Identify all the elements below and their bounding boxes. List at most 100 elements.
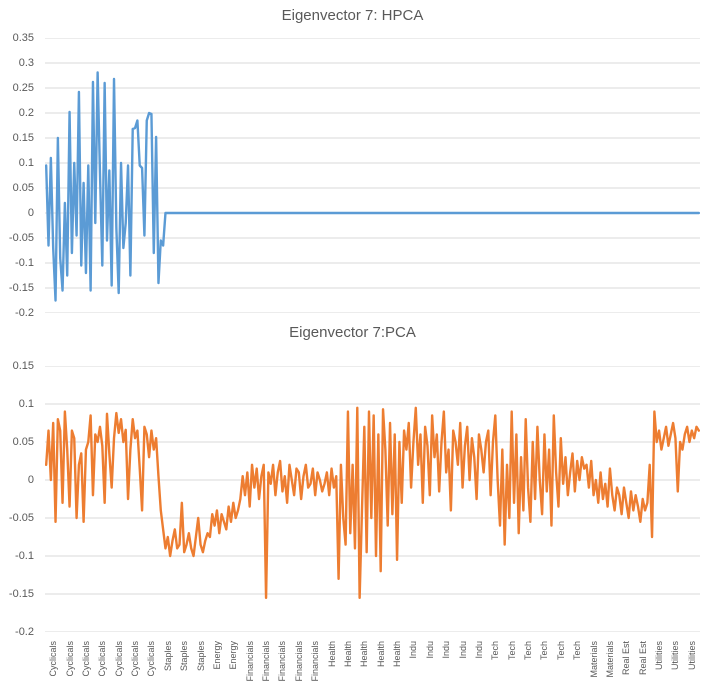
y-axis-tick-label: -0.05 <box>8 232 34 244</box>
x-axis-category-label: Indu <box>474 636 485 659</box>
x-axis-category-label-text: Cyclicals <box>146 641 157 677</box>
x-axis-category-label-text: Health <box>342 641 353 668</box>
x-axis-category-label-text: Cyclicals <box>64 641 75 677</box>
x-axis-category-label: Indu <box>441 636 452 659</box>
x-axis-category-label: Financials <box>310 636 321 682</box>
y-axis-tick-label: -0.15 <box>8 588 34 600</box>
y-axis-tick-label: 0.15 <box>12 360 34 372</box>
hpca-y-axis: 0.35 0.3 0.25 0.2 0.15 0.1 0.05 0 -0.05 -0.1 -0.15… <box>0 32 40 319</box>
x-axis-category-label-text: Cyclicals <box>80 641 91 677</box>
pca-chart-title: Eigenvector 7:PCA <box>289 324 416 341</box>
x-axis-category-label-text: Financials <box>277 641 288 682</box>
x-axis-category-label-text: Indu <box>441 641 452 659</box>
x-axis-category-label-text: Financials <box>261 641 272 682</box>
y-axis-tick-label: -0.15 <box>8 282 34 294</box>
x-axis-category-label: Energy <box>228 636 239 670</box>
x-axis-category-label-text: Tech <box>523 641 534 661</box>
y-axis-tick-label: 0.1 <box>18 157 34 169</box>
y-axis-tick-label: 0.05 <box>12 436 34 448</box>
x-axis-category-label-text: Health <box>375 641 386 668</box>
x-axis-category-label-text: Cyclicals <box>97 641 108 677</box>
x-axis-category-label-text: Cyclicals <box>130 641 141 677</box>
x-axis-category-label: Health <box>376 636 387 667</box>
x-axis-category-label-text: Materials <box>588 641 599 678</box>
x-axis-category-label: Utilities <box>654 636 665 670</box>
x-axis-category-label: Materials <box>589 636 600 678</box>
hpca-eigenvector-7-line <box>45 71 700 302</box>
pca-y-axis: 0.15 0.1 0.05 0 -0.05 -0.1 -0.15 -0.2 <box>0 360 40 638</box>
x-axis-category-label: Tech <box>556 636 567 660</box>
x-axis-category-label: Utilities <box>687 636 698 670</box>
x-axis-category-label-text: Health <box>392 641 403 668</box>
x-axis-category-label-text: Tech <box>539 641 550 661</box>
x-axis-category-label: Cyclicals <box>65 636 76 677</box>
x-axis-category-label-text: Financials <box>293 641 304 682</box>
x-axis-category-label: Utilities <box>670 636 681 670</box>
x-axis-category-label: Financials <box>277 636 288 682</box>
x-axis-category-label-text: Financials <box>310 641 321 682</box>
x-axis-category-label-text: Materials <box>604 641 615 678</box>
x-axis-category-label: Cyclicals <box>48 636 59 677</box>
x-axis-category-label: Staples <box>163 636 174 671</box>
x-axis-category-label-text: Staples <box>195 641 206 672</box>
x-axis-category-label-text: Real Est <box>637 641 648 676</box>
x-axis-category-label-text: Utilities <box>654 641 665 671</box>
x-axis-category-label: Health <box>327 636 338 667</box>
x-axis-category-label-text: Utilities <box>670 641 681 671</box>
y-axis-tick-label: 0.35 <box>12 32 34 44</box>
x-axis-category-label-text: Cyclicals <box>48 641 59 677</box>
y-axis-tick-label: -0.2 <box>15 307 34 319</box>
x-axis-category-label-text: Indu <box>473 641 484 659</box>
x-axis-category-label: Health <box>343 636 354 667</box>
x-axis-category-label-text: Tech <box>506 641 517 661</box>
x-axis-category-label: Financials <box>261 636 272 682</box>
y-axis-tick-label: -0.1 <box>15 257 34 269</box>
x-axis-category-label-text: Financials <box>244 641 255 682</box>
x-axis-category-label: Tech <box>507 636 518 660</box>
x-axis-category-label: Indu <box>458 636 469 659</box>
y-axis-tick-label: 0.15 <box>12 132 34 144</box>
x-axis-category-label-text: Indu <box>408 641 419 659</box>
y-axis-tick-label: 0.25 <box>12 82 34 94</box>
x-axis-category-label-text: Health <box>359 641 370 668</box>
y-axis-tick-label: 0.2 <box>18 107 34 119</box>
x-axis-category-label: Real Est <box>621 636 632 675</box>
pca-eigenvector-7-line <box>45 406 700 600</box>
x-axis-category-label: Staples <box>179 636 190 671</box>
x-axis-category-label-text: Real Est <box>621 641 632 676</box>
x-axis-category-label: Materials <box>605 636 616 678</box>
y-axis-tick-label: -0.2 <box>15 626 34 638</box>
x-axis-category-label-text: Indu <box>457 641 468 659</box>
x-axis-category-label: Financials <box>294 636 305 682</box>
y-axis-tick-label: 0 <box>27 207 34 219</box>
x-axis-category-label: Indu <box>425 636 436 659</box>
x-axis-category-label: Health <box>392 636 403 667</box>
x-axis-category-label: Staples <box>196 636 207 671</box>
x-axis-category-label-text: Tech <box>555 641 566 661</box>
x-axis-category-label: Tech <box>539 636 550 660</box>
x-axis-category-label-text: Cyclicals <box>113 641 124 677</box>
x-axis-category-label: Cyclicals <box>146 636 157 677</box>
x-axis-category-label: Cyclicals <box>81 636 92 677</box>
x-axis-category-label: Tech <box>523 636 534 660</box>
x-axis-category-label: Financials <box>245 636 256 682</box>
y-axis-tick-label: 0 <box>27 474 34 486</box>
x-axis-category-label: Tech <box>572 636 583 660</box>
x-axis-category-label: Energy <box>212 636 223 670</box>
x-axis-category-label: Tech <box>490 636 501 660</box>
y-axis-tick-label: 0.05 <box>12 182 34 194</box>
x-axis-category-label: Real Est <box>638 636 649 675</box>
x-axis-category-label-text: Staples <box>179 641 190 672</box>
pca-x-axis: Cyclicals Cyclicals Cyclicals Cyclicals Cycl… <box>45 636 700 697</box>
x-axis-category-label-text: Utilities <box>686 641 697 671</box>
x-axis-category-label-text: Tech <box>572 641 583 661</box>
pca-plot-area <box>45 366 700 632</box>
x-axis-category-label: Cyclicals <box>130 636 141 677</box>
hpca-chart-title: Eigenvector 7: HPCA <box>281 7 424 24</box>
x-axis-category-label-text: Indu <box>424 641 435 659</box>
y-axis-tick-label: -0.1 <box>15 550 34 562</box>
x-axis-category-label-text: Health <box>326 641 337 668</box>
y-axis-tick-label: 0.1 <box>18 398 34 410</box>
x-axis-category-label: Cyclicals <box>114 636 125 677</box>
